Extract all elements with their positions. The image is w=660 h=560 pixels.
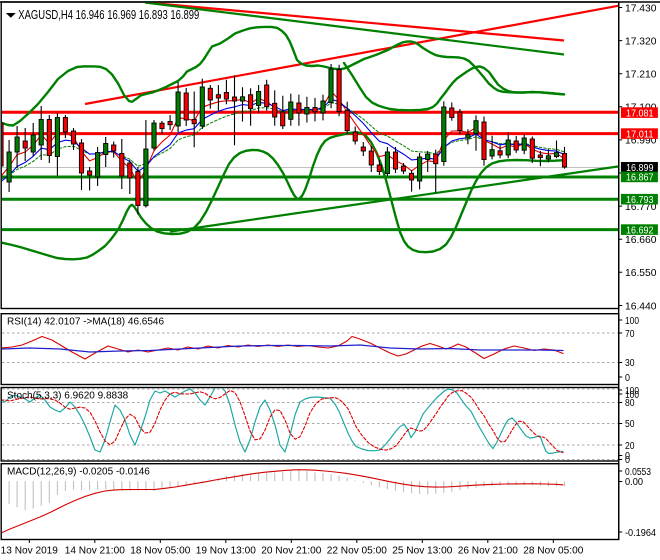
svg-text:MACD(12,26,9) -0.0205 -0.0146: MACD(12,26,9) -0.0205 -0.0146 xyxy=(7,467,150,478)
svg-text:0: 0 xyxy=(625,451,630,462)
svg-text:20: 20 xyxy=(625,441,635,452)
svg-text:100: 100 xyxy=(625,386,639,397)
svg-text:RSI(14) 42.0107 ->MA(18) 46.6: RSI(14) 42.0107 ->MA(18) 46.6546 xyxy=(7,317,164,328)
svg-text:25 Nov 13:00: 25 Nov 13:00 xyxy=(392,546,452,557)
svg-text:17.210: 17.210 xyxy=(625,69,657,81)
svg-text:22 Nov 05:00: 22 Nov 05:00 xyxy=(327,546,387,557)
svg-text:13 Nov 2019: 13 Nov 2019 xyxy=(1,546,59,557)
svg-text:100: 100 xyxy=(625,390,639,401)
svg-text:16.867: 16.867 xyxy=(626,172,654,184)
svg-text:16.440: 16.440 xyxy=(625,300,657,312)
svg-text:20 Nov 21:00: 20 Nov 21:00 xyxy=(261,546,321,557)
svg-text:17.081: 17.081 xyxy=(626,107,654,119)
svg-text:100: 100 xyxy=(625,316,639,327)
svg-text:-0.1964: -0.1964 xyxy=(625,528,656,539)
svg-text:16.899: 16.899 xyxy=(626,162,654,174)
svg-text:28 Nov 05:00: 28 Nov 05:00 xyxy=(523,546,583,557)
svg-text:17.430: 17.430 xyxy=(625,2,657,14)
svg-text:30: 30 xyxy=(625,358,635,369)
svg-text:16.692: 16.692 xyxy=(626,224,654,236)
svg-text:16.550: 16.550 xyxy=(625,267,657,279)
svg-text:XAGUSD,H4 16.946 16.969 16.89: XAGUSD,H4 16.946 16.969 16.893 16.899 xyxy=(18,7,199,22)
svg-text:0.0553: 0.0553 xyxy=(625,467,651,478)
svg-text:70: 70 xyxy=(625,329,635,340)
svg-text:0: 0 xyxy=(625,455,630,466)
svg-text:14 Nov 21:00: 14 Nov 21:00 xyxy=(65,546,125,557)
svg-text:16.660: 16.660 xyxy=(625,234,657,246)
svg-text:18 Nov 05:00: 18 Nov 05:00 xyxy=(130,546,190,557)
svg-text:80: 80 xyxy=(625,398,635,409)
svg-text:19 Nov 13:00: 19 Nov 13:00 xyxy=(196,546,256,557)
svg-text:0.00: 0.00 xyxy=(625,477,643,488)
svg-text:26 Nov 21:00: 26 Nov 21:00 xyxy=(458,546,518,557)
svg-text:0: 0 xyxy=(625,373,630,384)
svg-text:50: 50 xyxy=(625,419,635,430)
svg-text:Stoch(5,3,3) 6.9620 9.8838: Stoch(5,3,3) 6.9620 9.8838 xyxy=(7,391,129,402)
svg-text:16.793: 16.793 xyxy=(626,194,654,206)
svg-text:17.011: 17.011 xyxy=(626,128,654,140)
svg-text:17.320: 17.320 xyxy=(625,35,657,47)
